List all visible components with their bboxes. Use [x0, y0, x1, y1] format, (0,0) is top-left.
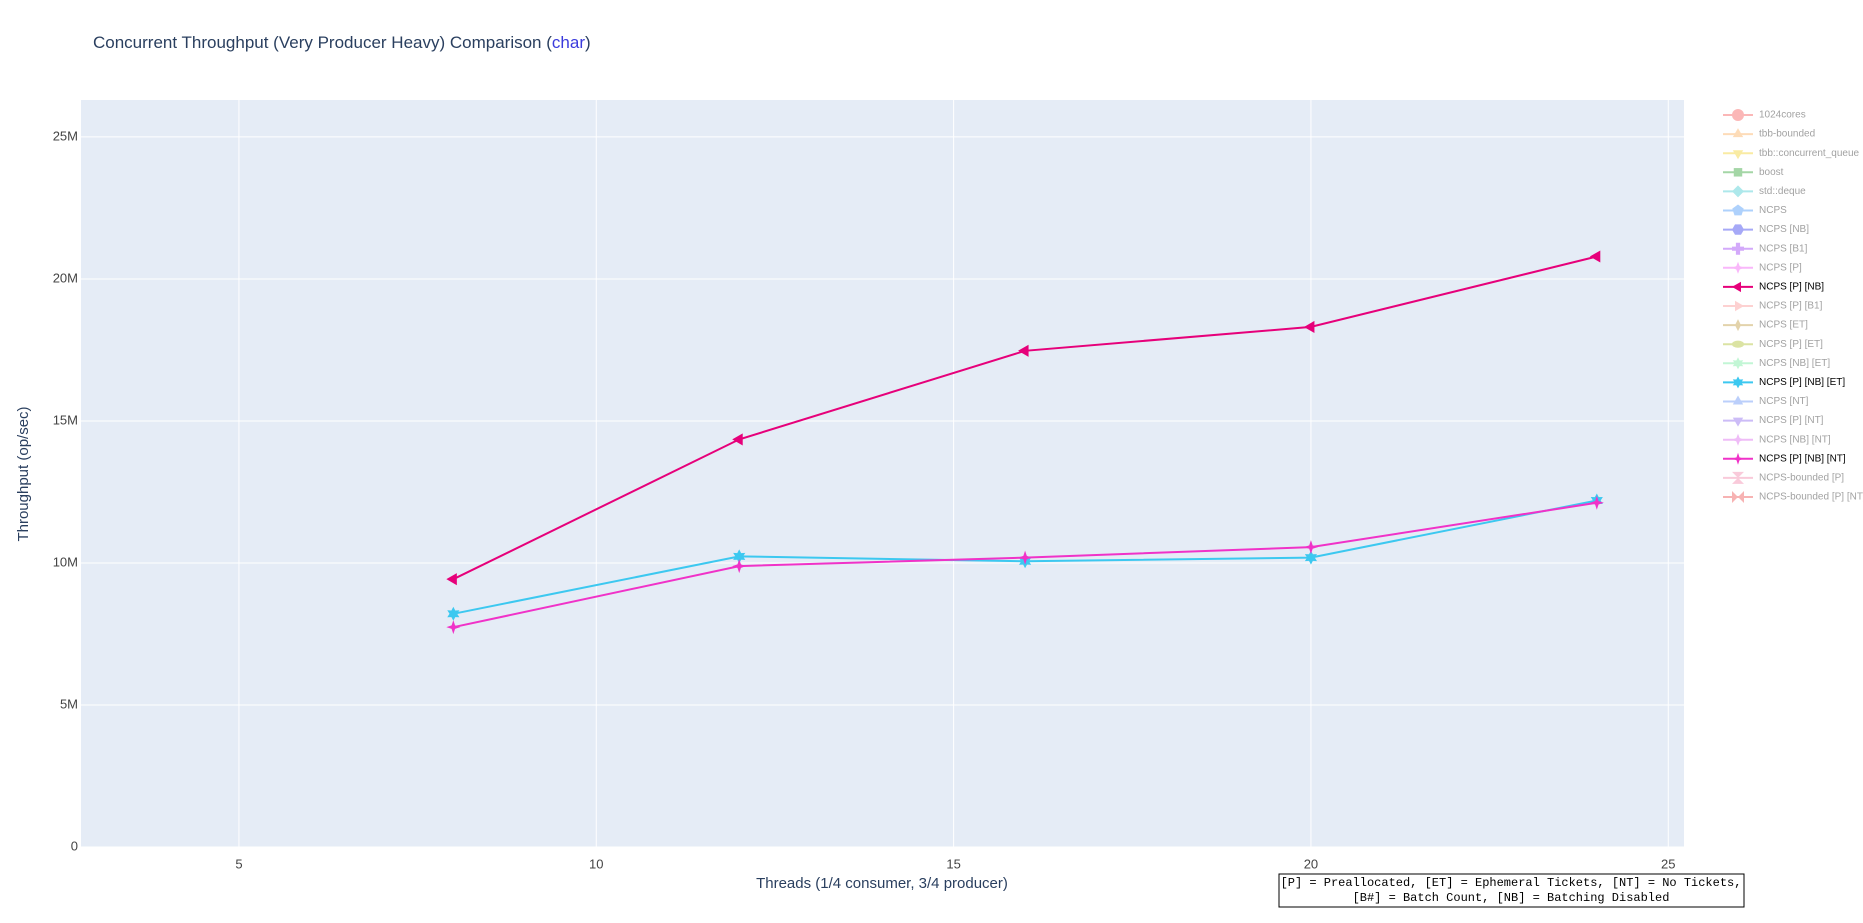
legend-label: NCPS [NB]: [1759, 224, 1809, 235]
legend-label: NCPS [P] [ET]: [1759, 339, 1823, 350]
x-tick-label: 10: [589, 856, 603, 871]
legend-label: NCPS: [1759, 205, 1787, 216]
y-tick-label: 5M: [60, 696, 78, 711]
legend-item[interactable]: NCPS [P] [NB] [ET]: [1723, 376, 1845, 389]
title-part: Concurrent Throughput (Very Producer Hea…: [93, 33, 552, 52]
legend-item[interactable]: NCPS: [1723, 204, 1787, 217]
data-point: [733, 549, 746, 564]
data-point: [732, 559, 747, 574]
legend-item[interactable]: NCPS [NB] [ET]: [1723, 357, 1830, 370]
x-tick-label: 5: [235, 856, 242, 871]
y-tick-label: 10M: [53, 554, 78, 569]
data-point: [1304, 550, 1318, 565]
data-point: [447, 606, 460, 621]
legend-label: NCPS [NB] [ET]: [1759, 358, 1830, 369]
x-axis-label: Threads (1/4 consumer, 3/4 producer): [756, 875, 1008, 892]
data-point: [1589, 495, 1604, 510]
legend-item[interactable]: std::deque: [1723, 185, 1806, 198]
legend-marker: [1732, 242, 1744, 255]
y-axis-label: Throughput (op/sec): [15, 406, 32, 541]
data-point: [1303, 540, 1318, 555]
annotation-line: [P] = Preallocated, [ET] = Ephemeral Tic…: [1281, 876, 1742, 890]
legend-label: 1024cores: [1759, 110, 1806, 121]
legend-marker: [1732, 433, 1744, 446]
legend-label: NCPS-bounded [P] [NT]: [1759, 492, 1863, 503]
legend-item[interactable]: 1024cores: [1723, 109, 1806, 121]
legend-marker: [1735, 319, 1741, 332]
legend-marker: [1732, 340, 1744, 348]
legend-item[interactable]: NCPS-bounded [P] [NT]: [1723, 491, 1863, 503]
legend-item[interactable]: NCPS [P]: [1723, 261, 1802, 274]
legend-marker: [1732, 150, 1744, 160]
data-point: [732, 433, 743, 446]
y-tick-label: 25M: [53, 128, 78, 143]
y-tick-label: 20M: [53, 270, 78, 285]
data-point: [1589, 250, 1601, 263]
data-point: [446, 573, 457, 586]
legend-item[interactable]: NCPS [NB] [NT]: [1723, 433, 1831, 446]
legend-label: NCPS [NT]: [1759, 396, 1809, 407]
legend-marker: [1732, 417, 1744, 427]
legend-marker: [1733, 168, 1743, 177]
legend-label: NCPS [P] [NT]: [1759, 415, 1824, 426]
legend-marker: [1732, 224, 1744, 235]
legend-marker: [1732, 281, 1741, 293]
legend-item[interactable]: NCPS [ET]: [1723, 319, 1808, 332]
legend-label: std::deque: [1759, 186, 1806, 197]
legend-marker: [1732, 376, 1744, 389]
legend-marker: [1735, 300, 1744, 312]
legend-label: tbb-bounded: [1759, 129, 1815, 140]
x-tick-label: 25: [1661, 856, 1675, 871]
legend-item[interactable]: NCPS [NB]: [1723, 224, 1809, 235]
legend-label: NCPS-bounded [P]: [1759, 473, 1844, 484]
legend-label: NCPS [P] [NB] [ET]: [1759, 377, 1845, 388]
legend-item[interactable]: NCPS [P] [NB] [NT]: [1723, 452, 1846, 465]
x-tick-label: 20: [1304, 856, 1318, 871]
legend-marker: [1732, 261, 1744, 274]
legend-label: NCPS [B1]: [1759, 243, 1808, 254]
x-tick-label: 15: [946, 856, 960, 871]
legend-item[interactable]: tbb::concurrent_queue: [1723, 148, 1860, 160]
legend-label: NCPS [P]: [1759, 262, 1802, 273]
legend-marker: [1732, 128, 1744, 138]
data-point: [1018, 344, 1029, 357]
legend-marker: [1732, 109, 1744, 121]
legend-label: NCPS [P] [B1]: [1759, 301, 1823, 312]
legend-item[interactable]: boost: [1723, 167, 1784, 178]
legend-label: NCPS [NB] [NT]: [1759, 434, 1831, 445]
y-tick-label: 0: [71, 838, 78, 853]
legend-item[interactable]: NCPS [P] [NB]: [1723, 282, 1824, 293]
legend-label: NCPS [P] [NB] [NT]: [1759, 453, 1846, 464]
legend-label: boost: [1759, 167, 1784, 178]
annotation-box: [1278, 873, 1745, 908]
legend-label: NCPS [ET]: [1759, 320, 1808, 331]
legend-item[interactable]: NCPS-bounded [P]: [1723, 471, 1844, 484]
y-tick-label: 15M: [53, 412, 78, 427]
legend-item[interactable]: NCPS [B1]: [1723, 242, 1808, 255]
legend-item[interactable]: NCPS [P] [NT]: [1723, 415, 1824, 427]
data-point: [1303, 320, 1315, 334]
legend-marker: [1732, 491, 1744, 503]
legend-marker: [1732, 471, 1744, 484]
legend-item[interactable]: NCPS [P] [B1]: [1723, 301, 1823, 312]
legend-item[interactable]: NCPS [P] [ET]: [1723, 339, 1823, 350]
data-point: [1018, 550, 1033, 565]
legend-marker: [1732, 204, 1744, 216]
legend-marker: [1732, 185, 1744, 198]
legend-marker: [1732, 452, 1744, 465]
annotation-line: [B#] = Batch Count, [NB] = Batching Disa…: [1353, 891, 1670, 905]
title-link[interactable]: char: [552, 33, 585, 52]
legend-marker: [1732, 357, 1744, 370]
legend-marker: [1732, 395, 1744, 405]
legend-label: tbb::concurrent_queue: [1759, 148, 1860, 159]
legend-item[interactable]: NCPS [NT]: [1723, 395, 1809, 408]
legend-item[interactable]: tbb-bounded: [1723, 128, 1815, 140]
title-part: ): [585, 33, 591, 52]
data-point: [446, 620, 461, 635]
chart-title: Concurrent Throughput (Very Producer Hea…: [93, 33, 591, 52]
plot-background: [81, 100, 1684, 847]
legend-label: NCPS [P] [NB]: [1759, 282, 1824, 293]
